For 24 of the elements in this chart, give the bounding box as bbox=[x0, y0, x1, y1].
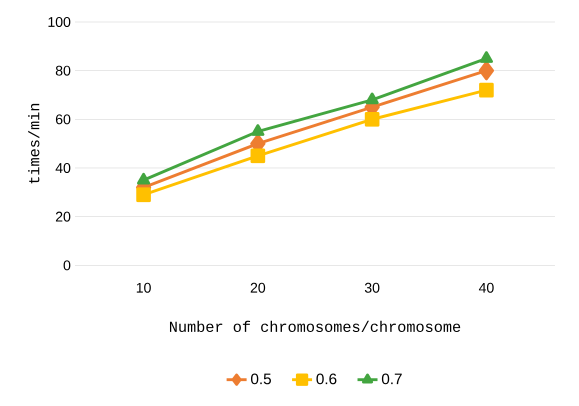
point bbox=[479, 82, 494, 98]
y-tick-label: 80 bbox=[56, 66, 70, 76]
point bbox=[364, 112, 380, 126]
y-tick-label: 0 bbox=[64, 260, 70, 270]
x-axis-title: Number of chromosomes/chromosome bbox=[170, 320, 460, 332]
point bbox=[480, 51, 493, 63]
point bbox=[366, 92, 379, 104]
point bbox=[478, 60, 494, 80]
y-tick-label: 60 bbox=[56, 114, 70, 124]
y-tick-label: 40 bbox=[56, 162, 70, 173]
point bbox=[137, 172, 150, 184]
point bbox=[250, 148, 266, 163]
x-tick-label: 10 bbox=[136, 282, 151, 293]
x-tick-label: 20 bbox=[250, 282, 266, 293]
y-axis-title: times/min bbox=[28, 104, 40, 184]
x-tick-label: 30 bbox=[364, 282, 380, 293]
y-tick-label: 20 bbox=[56, 212, 70, 222]
legend-label: 0.5 bbox=[251, 373, 271, 384]
x-tick-label: 40 bbox=[478, 282, 494, 293]
y-tick-label: 100 bbox=[48, 16, 70, 27]
legend-label: 0.6 bbox=[316, 373, 336, 384]
point bbox=[136, 187, 151, 202]
legend-label: 0.7 bbox=[382, 373, 402, 384]
point bbox=[251, 124, 264, 136]
